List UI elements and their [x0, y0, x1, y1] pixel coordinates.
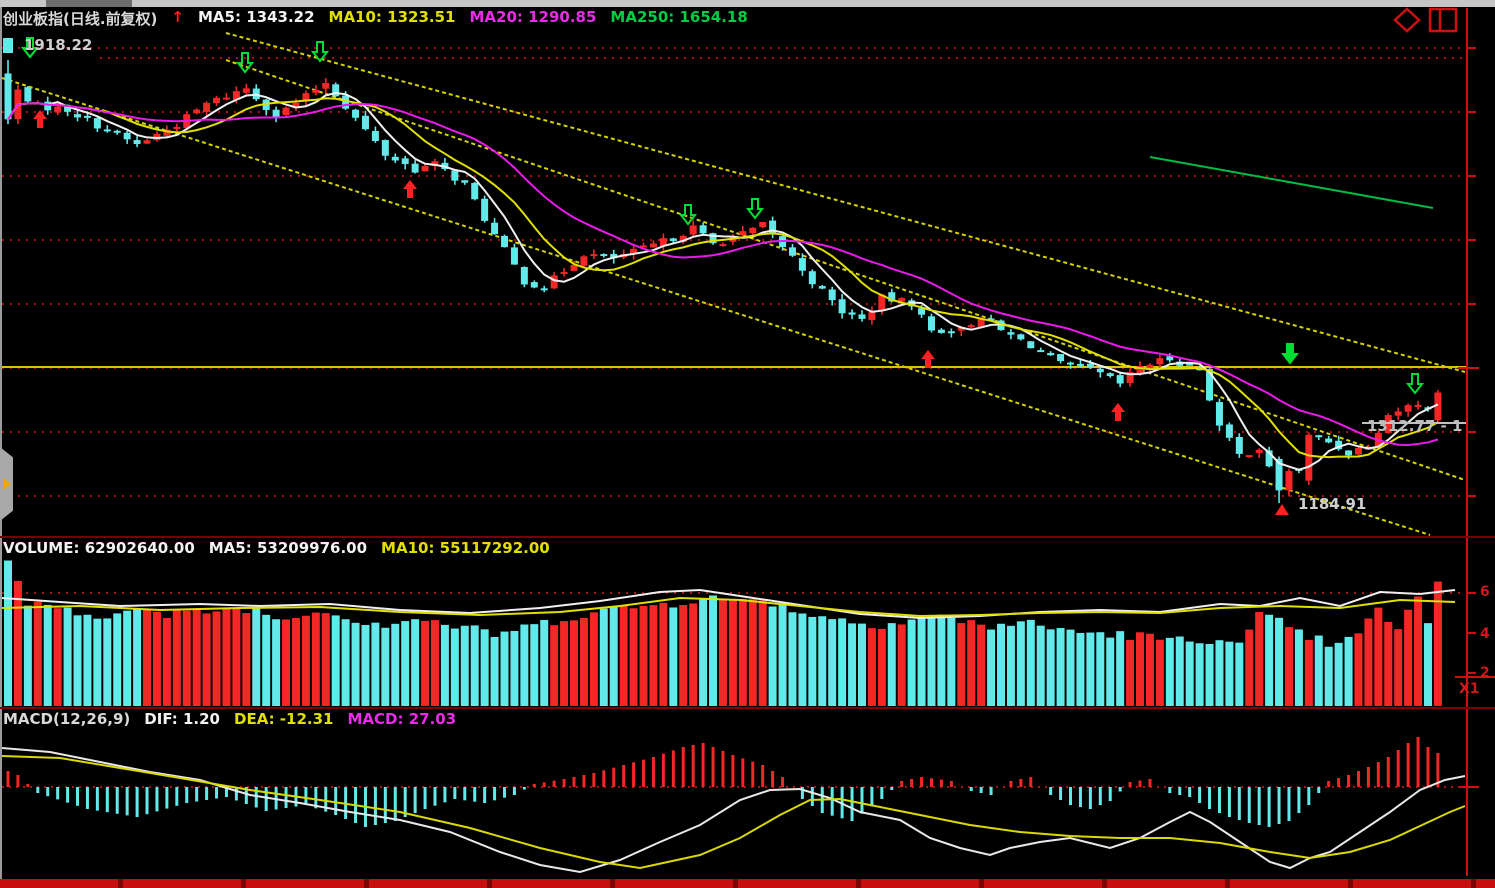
- expand-arrow-icon: [3, 478, 11, 490]
- gray-line-label: 1312.77 - 1: [1367, 417, 1463, 435]
- macd-value: MACD: 27.03: [347, 710, 457, 728]
- macd-pane-header: MACD(12,26,9) DIF: 1.20 DEA: -12.31 MACD…: [3, 710, 456, 728]
- ma250-line: [1149, 156, 1434, 209]
- up-arrow-icon: ↑: [171, 8, 184, 26]
- instrument-title: 创业板指(日线.前复权): [3, 10, 158, 28]
- split-window-icon[interactable]: [1428, 7, 1458, 33]
- volume-value: VOLUME: 62902640.00: [3, 539, 195, 557]
- dif-value: DIF: 1.20: [144, 710, 220, 728]
- main-gridlines: [2, 47, 1467, 594]
- dea-line: [1, 755, 1466, 870]
- macd-name: MACD(12,26,9): [3, 710, 131, 728]
- volume-tick-4: 4: [1480, 626, 1490, 642]
- volume-bars[interactable]: [4, 560, 1442, 706]
- volume-pane-header: VOLUME: 62902640.00 MA5: 53209976.00 MA1…: [3, 539, 550, 557]
- ma250-value: MA250: 1654.18: [610, 8, 748, 26]
- volume-ma10-line: [1, 596, 1456, 618]
- dea-value: DEA: -12.31: [234, 710, 334, 728]
- ma5-line: [7, 92, 1439, 471]
- window-top-strip: [0, 0, 1495, 7]
- macd-histogram[interactable]: [2, 737, 1467, 827]
- trend-channel-lines: [1, 32, 1466, 536]
- signal-markers: [3, 37, 1425, 515]
- horizontal-scrollbar[interactable]: [0, 879, 1495, 888]
- window-icons[interactable]: [1393, 7, 1458, 33]
- diamond-icon[interactable]: [1393, 7, 1421, 33]
- main-pane-header: 创业板指(日线.前复权) ↑ MA5: 1343.22 MA10: 1323.5…: [3, 8, 748, 29]
- ma20-line: [7, 102, 1439, 446]
- volume-tick-6: 6: [1480, 584, 1490, 600]
- volume-multiplier-label: X1: [1459, 681, 1480, 697]
- ma5-value: MA5: 1343.22: [198, 8, 315, 26]
- low-price-label: 1184.91: [1298, 495, 1367, 513]
- dif-line: [1, 747, 1466, 874]
- window-left-border: [0, 7, 2, 888]
- ma20-value: MA20: 1290.85: [469, 8, 597, 26]
- high-price-label: 1918.22: [24, 36, 93, 54]
- left-panel-expander[interactable]: [0, 447, 13, 521]
- volume-ma5-value: MA5: 53209976.00: [208, 539, 368, 557]
- volume-ma10-value: MA10: 55117292.00: [381, 539, 550, 557]
- ma10-value: MA10: 1323.51: [328, 8, 456, 26]
- ma10-line: [7, 97, 1439, 459]
- volume-tick-2: 2: [1480, 665, 1490, 681]
- candlesticks[interactable]: [4, 60, 1442, 504]
- right-axis: [1455, 8, 1495, 876]
